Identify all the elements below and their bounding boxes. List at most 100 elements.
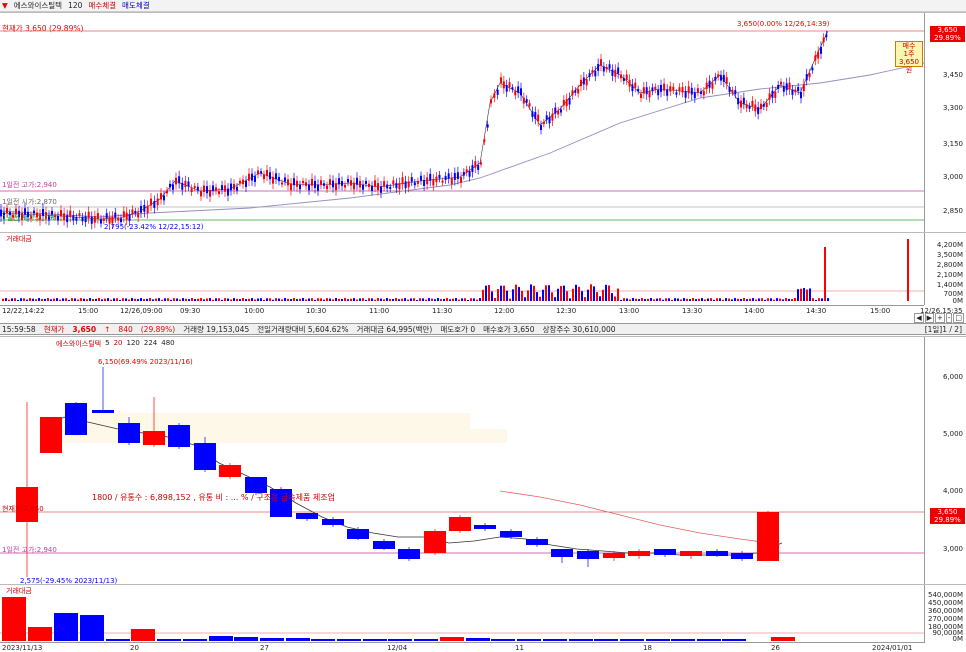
- intraday-candle: [172, 184, 174, 190]
- zoom-out-button[interactable]: -: [945, 313, 953, 323]
- intraday-volume-chart[interactable]: [0, 233, 924, 305]
- intraday-candle: [460, 177, 462, 183]
- intraday-price-axis[interactable]: 3,650 29.89% 3,450 3,300 3,150 3,000 2,8…: [924, 13, 966, 233]
- intraday-candle: [60, 210, 62, 217]
- intraday-volume-bar: [14, 298, 16, 301]
- intraday-volume-bar: [290, 299, 292, 301]
- page-indicator[interactable]: [1일]1 / 2]: [924, 324, 962, 334]
- intraday-candle: [811, 67, 814, 71]
- intraday-volume-bar: [452, 298, 454, 301]
- daily-candle: [628, 551, 650, 556]
- xlabel: 12:00: [494, 307, 515, 315]
- intraday-volume-bar: [329, 298, 331, 301]
- intraday-volume-bar: [200, 298, 202, 301]
- intraday-volume-bar: [431, 298, 433, 301]
- daily-volume-panel[interactable]: 거래대금 540,000M 450,000M 360,000M 270,000M…: [0, 584, 966, 643]
- intraday-volume-bar: [362, 298, 364, 301]
- quote-pct: (29.89%): [140, 324, 176, 334]
- intraday-volume-bar: [68, 299, 70, 301]
- vtick: 2,800M: [936, 261, 963, 269]
- daily-price-axis[interactable]: 6,000 5,000 4,000 3,000 3,650 29.89%: [924, 337, 966, 585]
- daily-candle: [168, 425, 190, 447]
- intraday-candle: [760, 103, 762, 109]
- intraday-volume-bar: [728, 298, 730, 301]
- intraday-candle: [471, 165, 474, 173]
- intraday-candle: [508, 82, 511, 88]
- zoom-in-button[interactable]: +: [934, 313, 945, 323]
- intraday-volume-bar: [473, 298, 475, 301]
- daily-candle: [118, 423, 140, 443]
- intraday-volume-bar: [266, 298, 268, 301]
- intraday-volume-bar: [608, 285, 610, 301]
- intraday-volume-bar: [476, 299, 478, 301]
- xlabel: 20: [130, 644, 139, 652]
- intraday-candle: [181, 182, 184, 190]
- intraday-candle: [531, 111, 534, 117]
- daily-prev-high-label: 1일전 고가:2,940: [2, 546, 57, 554]
- intraday-candle: [347, 178, 349, 183]
- intraday-volume-bar: [539, 296, 541, 301]
- intraday-candle: [483, 139, 486, 142]
- daily-price-chart[interactable]: [0, 337, 924, 585]
- intraday-volume-bar: [650, 298, 652, 301]
- intraday-volume-bar: [800, 288, 802, 301]
- intraday-volume-bar: [719, 298, 721, 301]
- daily-volume-bar: [771, 637, 795, 641]
- intraday-price-panel[interactable]: 현재가 3,650 (29.89%) 1일전 고가:2,940 1일전 시가:2…: [0, 12, 966, 233]
- scroll-controls[interactable]: ◀ ▶ + - □: [914, 313, 964, 323]
- intraday-candle: [514, 90, 517, 96]
- intraday-volume-bar: [812, 298, 814, 301]
- intraday-volume-bar: [536, 292, 538, 301]
- intraday-volume-panel[interactable]: 거래대금 4,200M 3,500M 2,800M 2,100M 1,400M …: [0, 232, 966, 305]
- intraday-candle: [398, 182, 401, 190]
- daily-volume-bar: [183, 639, 207, 641]
- daily-volume-bar: [80, 615, 104, 641]
- buy-marker-toggle[interactable]: 매수체결: [88, 1, 117, 10]
- intraday-volume-bar: [461, 298, 463, 301]
- reset-view-button[interactable]: □: [953, 313, 964, 323]
- intraday-volume-bar: [179, 299, 181, 301]
- intraday-candle: [777, 84, 780, 90]
- buy-execution-marker[interactable]: 매수 1주 3,650원: [895, 41, 923, 74]
- stock-name[interactable]: 에스와이스틸텍: [13, 1, 63, 10]
- intraday-volume-bar: [209, 298, 211, 301]
- intraday-volume-bar: [653, 299, 655, 301]
- intraday-volume-bar: [527, 290, 529, 301]
- vtick: 90,000M: [932, 629, 963, 637]
- quote-price-label: 현재가: [43, 324, 65, 334]
- daily-price-panel[interactable]: 에스와이스틸텍 5 20 120 224 480 6,150(69.49% 20…: [0, 336, 966, 585]
- daily-candle: [373, 541, 395, 549]
- ytick: 3,300: [942, 104, 963, 112]
- intraday-volume-bar: [197, 298, 199, 301]
- intraday-volume-bar: [149, 298, 151, 301]
- xlabel: 09:30: [180, 307, 201, 315]
- scroll-right-button[interactable]: ▶: [924, 313, 934, 323]
- quote-bid: 매수호가 3,650: [483, 324, 535, 334]
- intraday-candle: [542, 121, 545, 125]
- sell-marker-toggle[interactable]: 매도체결: [122, 1, 150, 10]
- vtick: 700M: [943, 290, 963, 298]
- intraday-volume-bar: [152, 299, 154, 301]
- intraday-volume-bar: [557, 288, 559, 301]
- vtick: 1,400M: [936, 281, 963, 289]
- intraday-volume-bar: [674, 298, 676, 301]
- intraday-volume-bar: [116, 298, 118, 301]
- intraday-candle: [822, 37, 825, 43]
- intraday-volume-axis: 4,200M 3,500M 2,800M 2,100M 1,400M 700M …: [924, 233, 966, 305]
- intraday-candle: [290, 183, 292, 191]
- intraday-price-chart[interactable]: [0, 13, 924, 233]
- intraday-candle: [27, 211, 29, 218]
- daily-volume-chart[interactable]: [0, 585, 924, 643]
- intraday-volume-bar: [20, 298, 22, 301]
- intraday-candle: [120, 218, 122, 223]
- intraday-volume-bar: [260, 298, 262, 301]
- period-value[interactable]: 120: [68, 1, 83, 10]
- intraday-candle: [714, 76, 717, 81]
- intraday-candle: [24, 208, 26, 215]
- intraday-candle: [435, 176, 438, 183]
- intraday-volume-bar: [35, 299, 37, 301]
- scroll-left-button[interactable]: ◀: [914, 313, 924, 323]
- intraday-candle: [33, 210, 35, 214]
- intraday-candle: [634, 82, 637, 88]
- intraday-candle: [562, 99, 565, 106]
